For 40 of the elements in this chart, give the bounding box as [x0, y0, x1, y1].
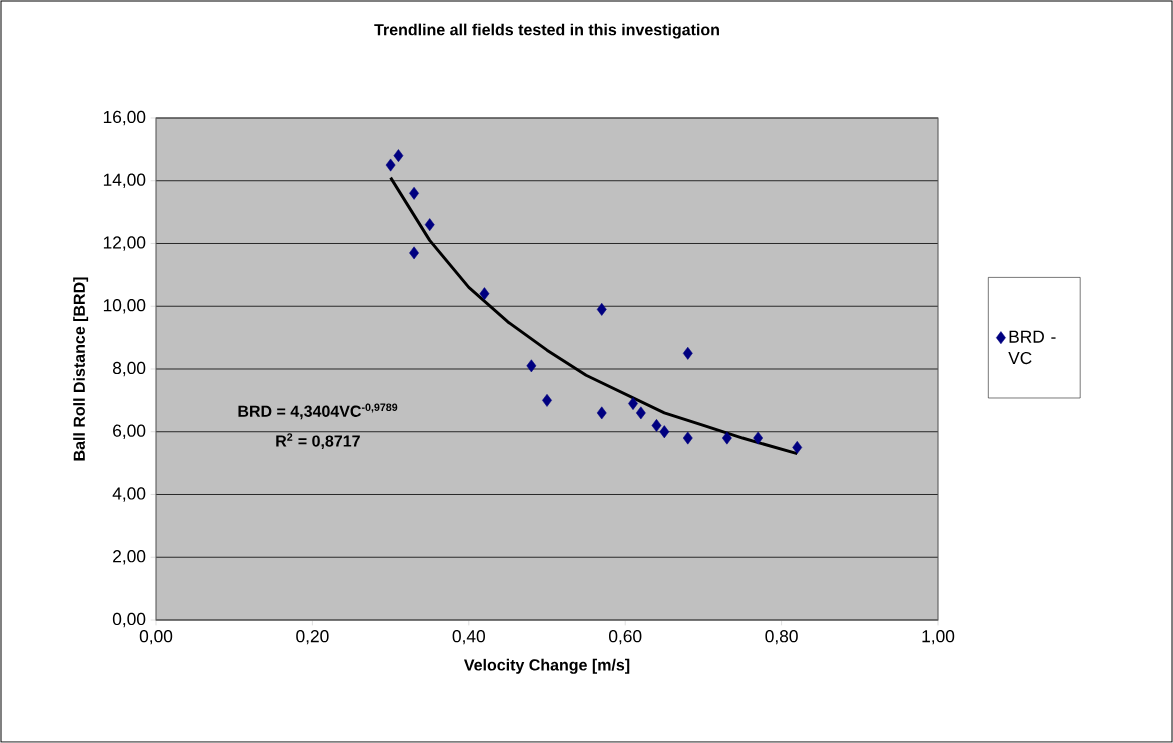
- point: [792, 441, 803, 454]
- point: [385, 158, 396, 172]
- y-axis-title: Ball Roll Distance [BRD]: [73, 277, 89, 461]
- point: [479, 287, 490, 301]
- chart-title: Trendline all fields tested in this investigation: [374, 23, 719, 39]
- x-axis-title: Velocity Change [m/s]: [463, 658, 630, 674]
- point: [722, 431, 732, 445]
- point: [409, 186, 419, 200]
- y-tick-label: 10,00: [103, 299, 146, 314]
- point: [659, 425, 670, 439]
- legend-label: BRD - VC: [1008, 330, 1056, 365]
- point: [753, 431, 764, 445]
- x-tick-label: 1,00: [922, 630, 955, 645]
- point: [682, 346, 693, 360]
- point: [393, 149, 404, 163]
- annotation: BRD = 4,3404VC$^{-0,9789}$: [238, 403, 398, 420]
- y-tick-label: 2,00: [113, 550, 146, 565]
- annotation: R$^{2}$ = 0,8717: [276, 433, 360, 450]
- y-tick-label: 12,00: [103, 236, 146, 251]
- point: [682, 431, 693, 445]
- y-tick-label: 0,00: [112, 612, 146, 628]
- point: [542, 393, 552, 407]
- x-tick-label: 0,60: [609, 630, 642, 645]
- x-tick-label: 0,20: [296, 630, 329, 645]
- point: [526, 359, 537, 373]
- y-tick-label: 6,00: [113, 424, 146, 439]
- point: [596, 406, 607, 420]
- x-tick-label: 0,00: [139, 630, 173, 645]
- y-tick-label: 4,00: [112, 487, 146, 502]
- point: [596, 302, 607, 316]
- y-tick-label: 16,00: [103, 110, 146, 126]
- point: [635, 406, 646, 420]
- point: [424, 218, 435, 232]
- point: [409, 246, 419, 260]
- x-tick-label: 0,80: [765, 630, 798, 645]
- y-tick-label: 8,00: [112, 361, 146, 377]
- point: [651, 419, 662, 432]
- y-tick-label: 14,00: [103, 173, 146, 188]
- x-tick-label: 0,40: [452, 630, 485, 645]
- point: [628, 397, 638, 410]
